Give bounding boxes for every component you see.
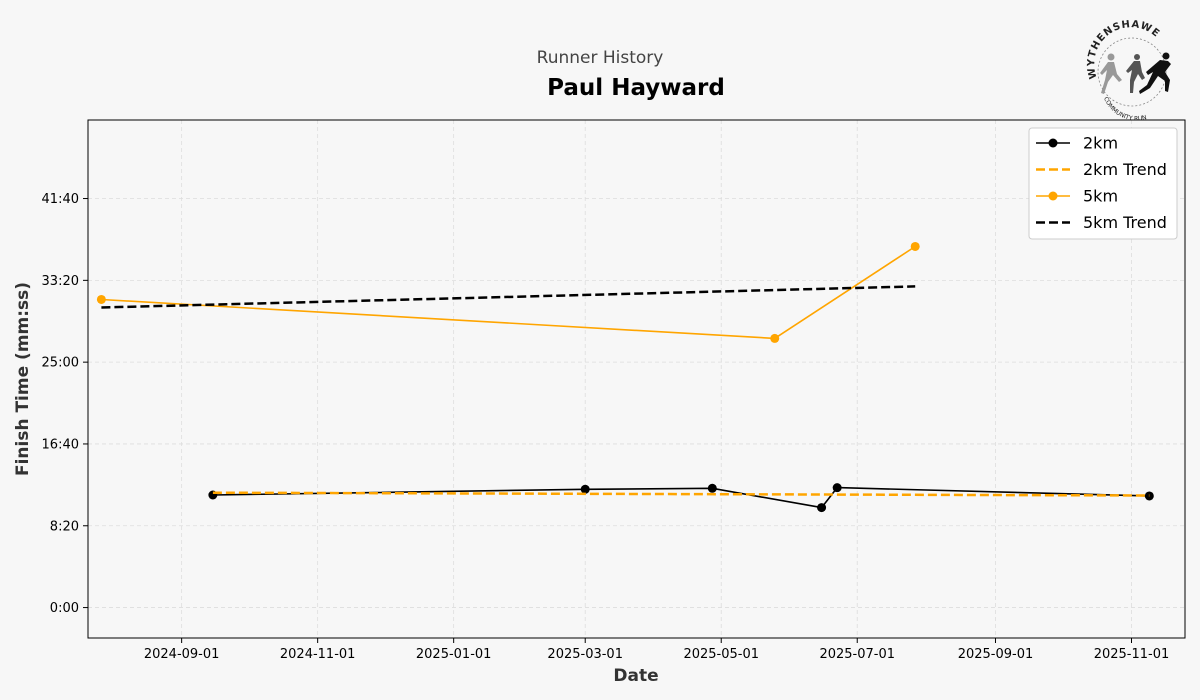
y-axis-label: Finish Time (mm:ss)	[13, 282, 33, 476]
legend-marker-2km	[1048, 138, 1058, 148]
series-line-2km-trend	[212, 491, 1150, 497]
club-logo: WYTHENSHAWE COMMUNITY RUN	[1086, 19, 1171, 122]
series-5km	[96, 241, 920, 343]
series-line-5km-trend	[101, 285, 916, 309]
y-tick-label: 16:40	[42, 437, 79, 452]
y-tick-label: 0:00	[50, 601, 79, 616]
data-point-5km	[910, 241, 920, 251]
x-tick-label: 2025-01-01	[416, 647, 492, 662]
legend-entry-2km-trend: 2km Trend	[1036, 160, 1167, 179]
x-tick-label: 2025-03-01	[547, 647, 623, 662]
data-point-5km	[96, 294, 106, 304]
plot-area-frame	[87, 119, 1186, 639]
legend-entry-5km: 5km	[1036, 187, 1118, 206]
legend-box	[1028, 127, 1178, 240]
data-series	[96, 241, 1154, 513]
x-tick-label: 2025-05-01	[683, 647, 759, 662]
data-point-2km	[817, 503, 827, 513]
y-tick-label: 41:40	[42, 192, 79, 207]
logo-bottom-text: COMMUNITY RUN	[1102, 96, 1147, 123]
legend-label-2km-trend: 2km Trend	[1083, 160, 1167, 179]
legend-label-5km: 5km	[1083, 187, 1118, 206]
y-tick-label: 8:20	[50, 519, 79, 534]
data-point-5km	[770, 333, 780, 343]
x-tick-label: 2025-07-01	[819, 647, 895, 662]
series-line-2km	[212, 486, 1150, 509]
y-tick-label: 25:00	[42, 356, 79, 371]
logo-ring	[1097, 37, 1167, 107]
data-point-2km	[707, 483, 717, 493]
x-tick-label: 2024-11-01	[280, 647, 356, 662]
x-axis-ticks: 2024-09-01 2024-11-01 2025-01-01 2025-03-01…	[144, 638, 1169, 662]
series-5km-trend	[101, 285, 916, 309]
chart-legend: 2km 2km Trend 5km 5km Trend	[1028, 127, 1178, 240]
x-axis-label: Date	[613, 666, 658, 686]
legend-label-2km: 2km	[1083, 134, 1118, 153]
legend-entry-2km: 2km	[1036, 134, 1118, 153]
x-tick-label: 2025-09-01	[958, 647, 1034, 662]
x-tick-label: 2024-09-01	[144, 647, 220, 662]
runner-silhouette-black-icon	[1139, 52, 1171, 94]
y-axis-ticks: 0:00 8:20 16:40 25:00 33:20 41:40	[42, 192, 88, 616]
y-tick-label: 33:20	[42, 274, 79, 289]
data-point-2km	[580, 484, 590, 494]
chart-title: Paul Hayward	[547, 75, 725, 101]
x-tick-label: 2025-11-01	[1094, 647, 1170, 662]
legend-marker-5km	[1048, 191, 1058, 201]
legend-entry-5km-trend: 5km Trend	[1036, 213, 1167, 232]
data-point-2km	[832, 483, 842, 493]
series-2km-trend	[212, 491, 1150, 497]
legend-label-5km-trend: 5km Trend	[1083, 213, 1167, 232]
runner-silhouette-dark-icon	[1126, 54, 1145, 93]
chart-subtitle: Runner History	[537, 48, 664, 68]
data-point-2km	[1144, 491, 1154, 501]
runner-silhouette-grey-icon	[1100, 53, 1122, 94]
